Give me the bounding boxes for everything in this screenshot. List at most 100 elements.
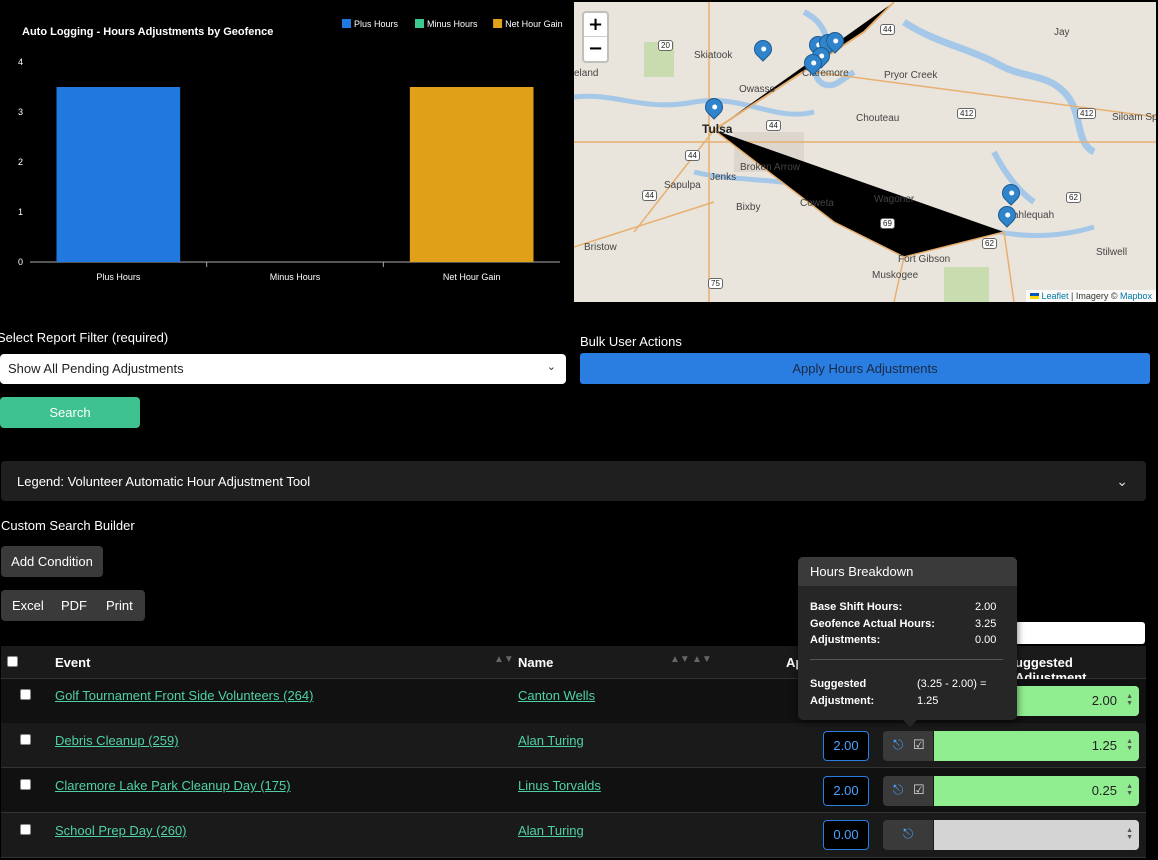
zoom-out-button[interactable]: −: [587, 38, 604, 59]
map-place-label: Coweta: [800, 198, 834, 209]
event-link[interactable]: Debris Cleanup (259): [55, 733, 179, 748]
row-checkbox[interactable]: [20, 824, 31, 835]
event-link[interactable]: Claremore Lake Park Cleanup Day (175): [55, 778, 291, 793]
geofence-map[interactable]: Skiatook Claremore Pryor Creek Jay Owasso Tul…: [574, 2, 1156, 302]
highway-shield-icon: 44: [766, 120, 781, 131]
y-tick-label: 2: [18, 157, 23, 167]
zoom-in-button[interactable]: +: [584, 13, 607, 37]
row-action-icons: ⎋: [883, 820, 933, 850]
calendar-check-icon[interactable]: ☑: [913, 782, 925, 797]
pdf-button[interactable]: PDF: [61, 598, 87, 613]
map-place-label: Sapulpa: [664, 180, 701, 191]
report-filter-value: Show All Pending Adjustments: [8, 361, 184, 376]
geofence-actual-hours-value: 3.25: [975, 618, 997, 630]
geofence-pin-icon[interactable]: ⎋: [893, 782, 904, 797]
hours-value-box[interactable]: 2.00: [823, 776, 869, 806]
name-link[interactable]: Linus Torvalds: [518, 778, 601, 793]
adjustments-value: 0.00: [975, 634, 997, 646]
stepper-icon[interactable]: ▲ ▼: [1126, 783, 1133, 797]
legend-label: Net Hour Gain: [505, 19, 563, 29]
map-zoom-control: + −: [582, 11, 609, 63]
export-button-group: Excel PDF Print: [1, 590, 145, 621]
suggested-result: 1.25: [917, 695, 939, 707]
map-place-label: Owasso: [739, 84, 776, 95]
map-place-label: Bristow: [584, 242, 617, 253]
suggested-formula: (3.25 - 2.00) =: [917, 678, 987, 690]
highway-shield-icon: 69: [880, 218, 895, 229]
table-row: Claremore Lake Park Cleanup Day (175) Li…: [1, 768, 1146, 813]
suggested-adjustment-value: 1.25: [1091, 738, 1117, 753]
column-header-name[interactable]: Name: [518, 655, 554, 670]
legend-accordion[interactable]: Legend: Volunteer Automatic Hour Adjustm…: [1, 461, 1146, 501]
leaflet-link[interactable]: Leaflet: [1041, 291, 1069, 301]
bulk-actions-label: Bulk User Actions: [580, 334, 682, 349]
stepper-icon[interactable]: ▲ ▼: [1126, 738, 1133, 752]
row-checkbox[interactable]: [20, 689, 31, 700]
map-place-label: Fort Gibson: [898, 254, 951, 265]
calendar-check-icon[interactable]: ☑: [913, 737, 925, 752]
suggested-adjustment-input[interactable]: 1.25 ▲ ▼: [934, 731, 1139, 761]
sort-icon: ▲▼: [692, 654, 712, 665]
column-header-event[interactable]: Event: [55, 655, 91, 670]
map-place-label: Claremore: [802, 68, 849, 79]
search-button[interactable]: Search: [0, 397, 140, 428]
custom-search-builder-title: Custom Search Builder: [1, 518, 135, 533]
add-condition-button[interactable]: Add Condition: [1, 546, 103, 577]
map-place-label: eland: [574, 68, 599, 79]
hours-value-box[interactable]: 2.00: [823, 731, 869, 761]
event-link[interactable]: Golf Tournament Front Side Volunteers (2…: [55, 688, 314, 703]
geofence-pin-icon[interactable]: ⎋: [903, 826, 914, 841]
report-filter-select[interactable]: Show All Pending Adjustments ⌄: [0, 354, 566, 384]
highway-shield-icon: 20: [658, 40, 673, 51]
row-checkbox[interactable]: [20, 779, 31, 790]
y-tick-label: 1: [18, 207, 23, 217]
base-shift-hours-value: 2.00: [975, 601, 997, 613]
base-shift-hours-label: Base Shift Hours:: [810, 601, 903, 613]
highway-shield-icon: 412: [1077, 108, 1097, 119]
row-action-icons: ⎋ ☑: [883, 776, 933, 806]
geofence-pin-icon[interactable]: ⎋: [893, 737, 904, 752]
adjustment-label: Adjustment:: [810, 695, 875, 707]
highway-shield-icon: 62: [1066, 192, 1081, 203]
excel-button[interactable]: Excel: [12, 598, 44, 613]
select-all-checkbox[interactable]: [7, 656, 18, 667]
geofence-actual-hours-label: Geofence Actual Hours:: [810, 618, 935, 630]
chevron-down-icon: ⌄: [546, 361, 556, 373]
tooltip-arrow: [902, 719, 918, 727]
event-link[interactable]: School Prep Day (260): [55, 823, 187, 838]
name-link[interactable]: Alan Turing: [518, 733, 584, 748]
row-checkbox[interactable]: [20, 734, 31, 745]
table-row: School Prep Day (260) Alan Turing 0.00 ⎋…: [1, 813, 1146, 858]
table-search-input[interactable]: [1014, 622, 1145, 644]
hours-adjustment-chart: Auto Logging - Hours Adjustments by Geof…: [18, 19, 563, 282]
mapbox-link[interactable]: Mapbox: [1119, 291, 1152, 301]
hours-value-box[interactable]: 0.00: [823, 820, 869, 850]
map-place-label: Broken Arrow: [740, 162, 801, 173]
legend-label: Plus Hours: [354, 19, 399, 29]
report-filter-label: Select Report Filter (required): [0, 330, 169, 345]
suggested-adjustment-input[interactable]: ▲ ▼: [934, 820, 1139, 850]
map-place-label: Skiatook: [694, 50, 733, 61]
map-attribution: Leaflet | Imagery © Mapbox: [1025, 290, 1156, 302]
suggested-adjustment-input[interactable]: 0.25 ▲ ▼: [934, 776, 1139, 806]
tooltip-divider: [810, 659, 1003, 660]
stepper-icon[interactable]: ▲ ▼: [1126, 827, 1133, 841]
highway-shield-icon: 62: [982, 238, 997, 249]
attribution-text: | Imagery ©: [1068, 291, 1120, 301]
leaflet-flag-icon: [1029, 293, 1039, 299]
suggested-adjustment-value: 2.00: [1091, 693, 1117, 708]
print-button[interactable]: Print: [106, 598, 133, 613]
name-link[interactable]: Alan Turing: [518, 823, 584, 838]
apply-hours-adjustments-button[interactable]: Apply Hours Adjustments: [580, 353, 1150, 384]
x-tick-label: Net Hour Gain: [443, 272, 501, 282]
sort-icon: ▲▼: [670, 654, 690, 665]
map-place-label: Pryor Creek: [884, 70, 938, 81]
name-link[interactable]: Canton Wells: [518, 688, 596, 703]
adjustments-label: Adjustments:: [810, 634, 881, 646]
chart-bars: [56, 87, 534, 262]
stepper-icon[interactable]: ▲ ▼: [1126, 693, 1133, 707]
highway-shield-icon: 44: [880, 24, 895, 35]
suggested-adjustment-value: 0.25: [1091, 783, 1117, 798]
y-tick-label: 3: [18, 107, 23, 117]
tooltip-title: Hours Breakdown: [798, 557, 1017, 586]
